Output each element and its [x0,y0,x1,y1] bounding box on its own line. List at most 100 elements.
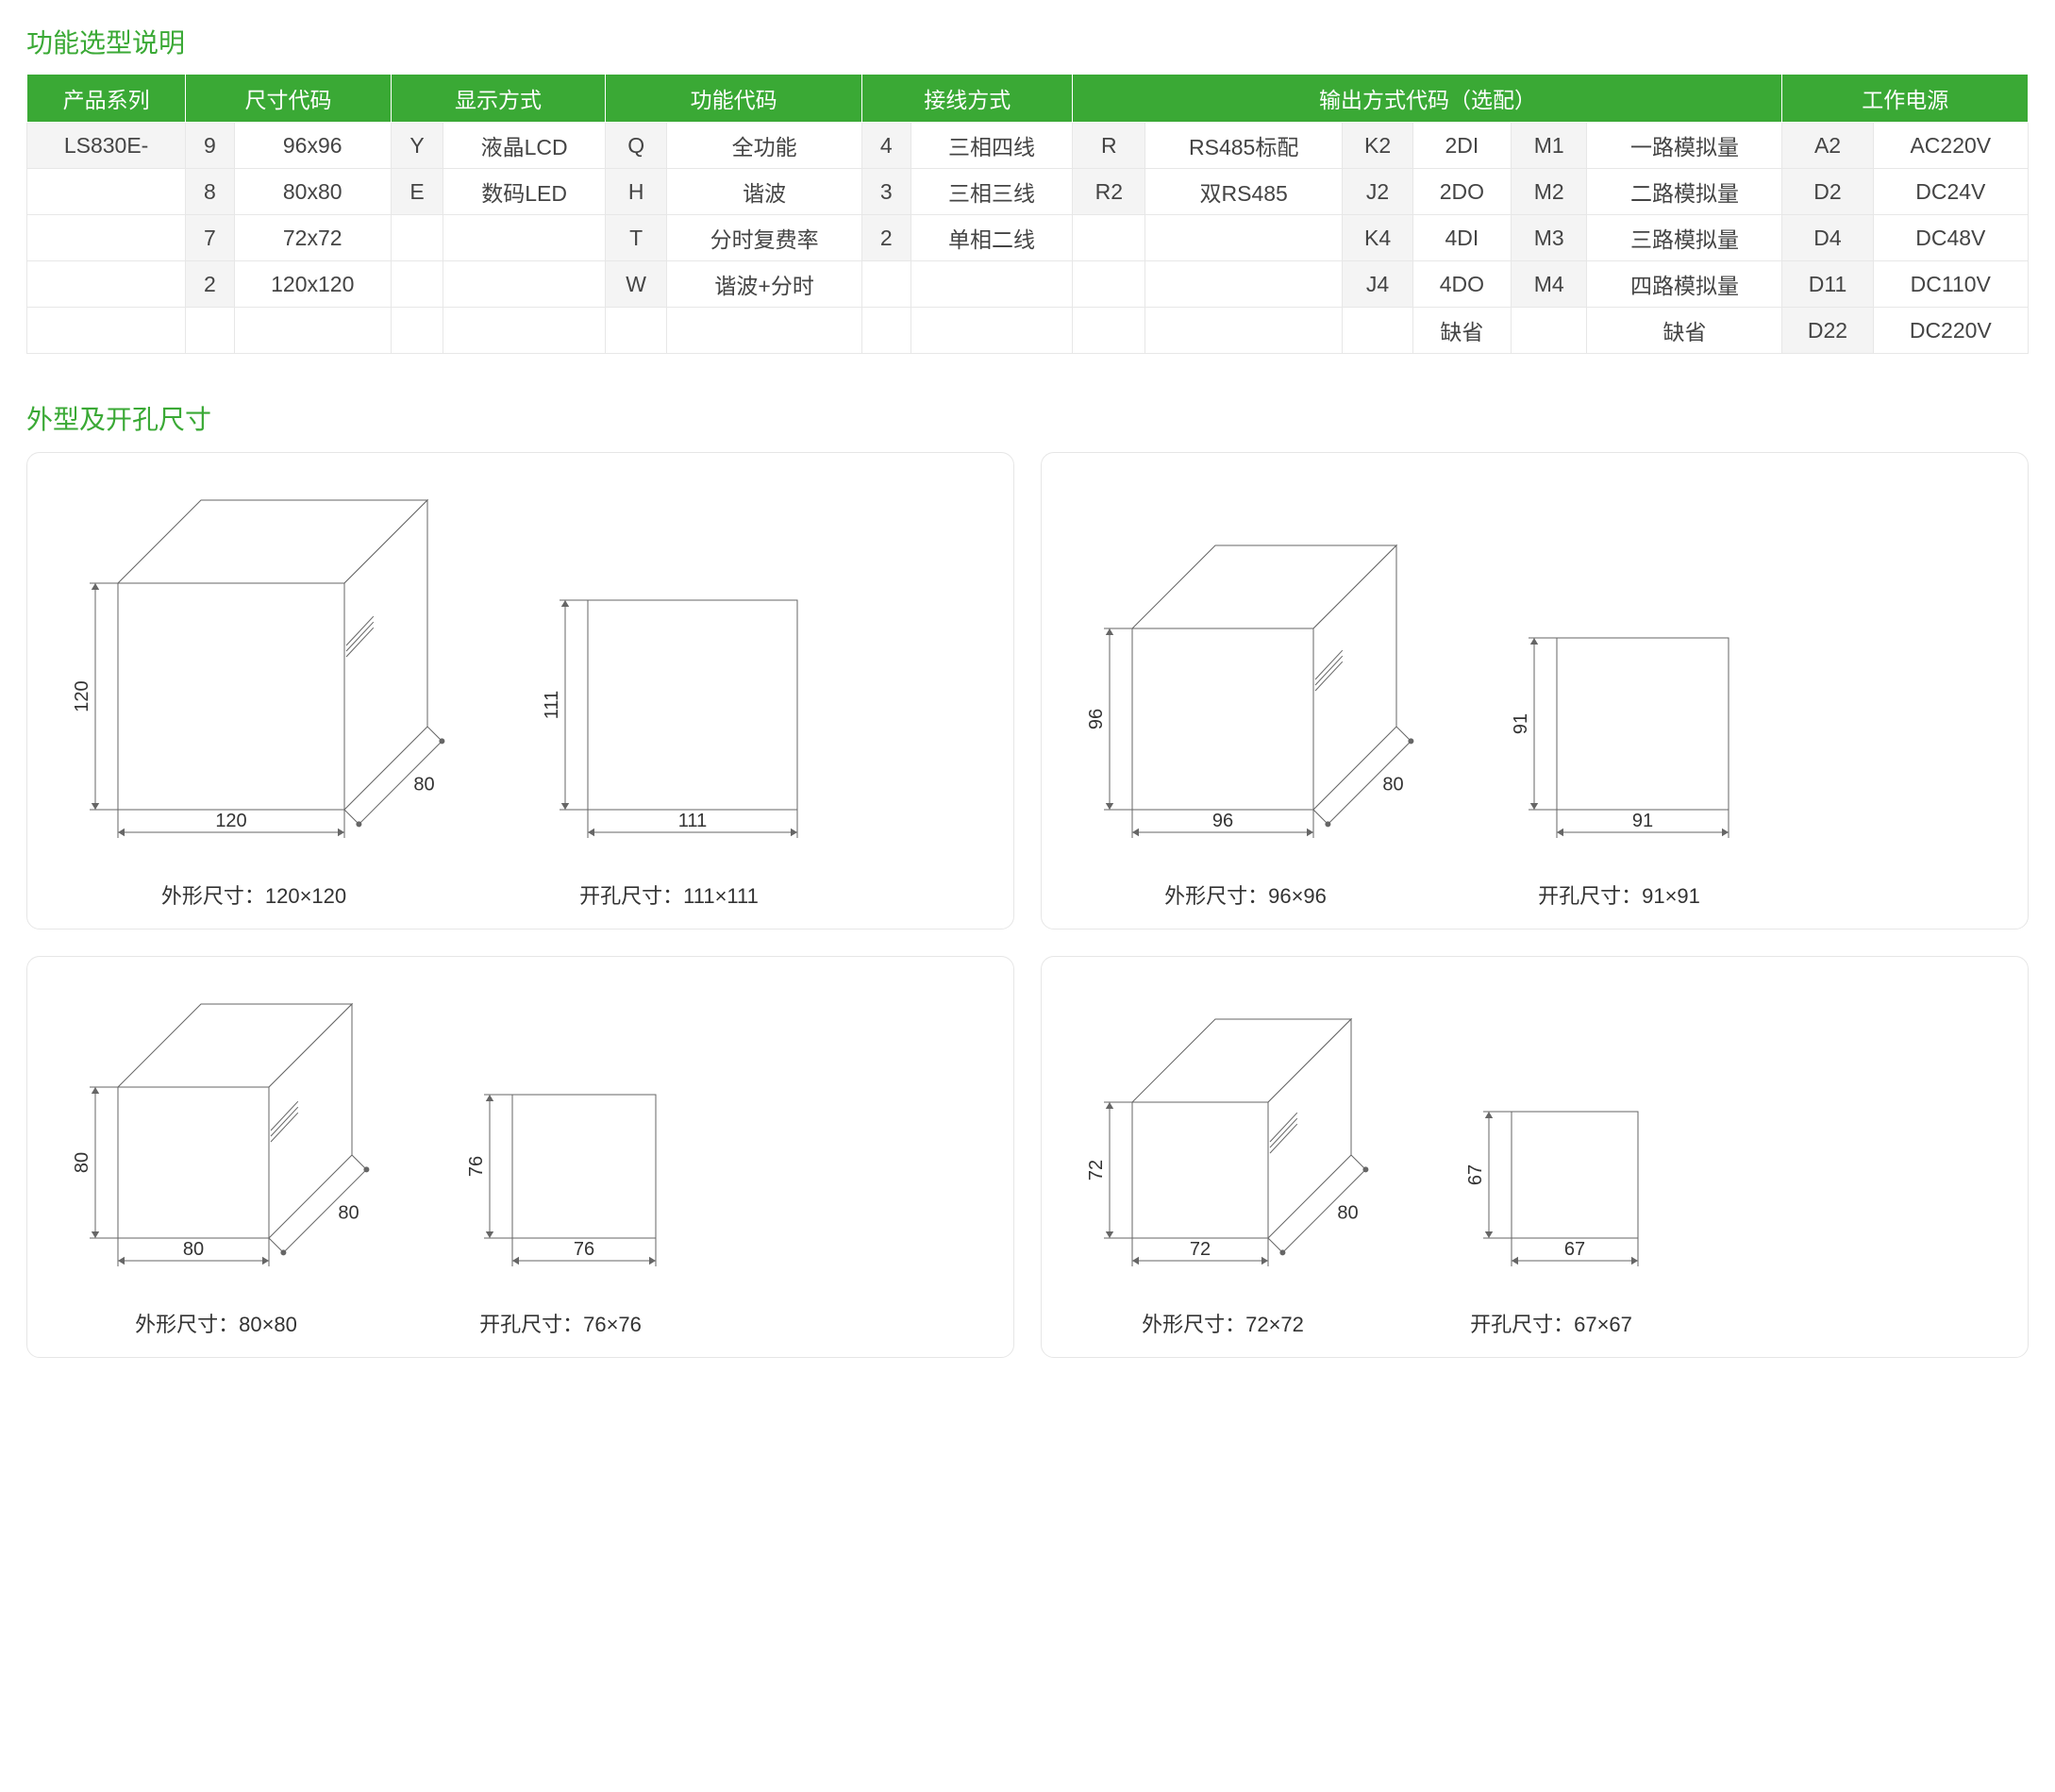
svg-text:80: 80 [338,1202,359,1223]
table-cell [1073,261,1145,308]
svg-text:111: 111 [678,811,707,831]
svg-text:80: 80 [1337,1202,1358,1223]
th-wiring: 接线方式 [862,75,1073,123]
table-cell: 三相三线 [911,169,1073,215]
svg-text:72: 72 [1190,1239,1211,1260]
table-cell [27,308,186,354]
table-cell: 缺省 [1412,308,1511,354]
table-cell [27,169,186,215]
table-cell [911,261,1073,308]
table-cell [27,215,186,261]
table-cell: Q [606,123,667,169]
outline-diagram: 12012080 外形尺寸：120×120 [61,481,446,910]
section2-title: 外型及开孔尺寸 [26,399,2029,437]
svg-text:111: 111 [542,691,562,719]
table-cell: T [606,215,667,261]
svg-text:72: 72 [1086,1160,1107,1181]
th-func: 功能代码 [606,75,862,123]
svg-text:80: 80 [1382,774,1403,795]
cut-diagram: 111 111 开孔尺寸：111×111 [531,581,807,910]
svg-text:80: 80 [413,774,434,795]
table-cell [443,215,606,261]
svg-text:96: 96 [1212,811,1233,831]
table-cell: 2DI [1412,123,1511,169]
table-cell: 120x120 [234,261,391,308]
table-cell [667,308,862,354]
table-cell [862,308,911,354]
table-cell: DC110V [1873,261,2028,308]
table-cell: 80x80 [234,169,391,215]
outline-label: 外形尺寸：80×80 [135,1308,297,1338]
diagram-panel: 808080 外形尺寸：80×807676 开孔尺寸：76×76 [26,956,1014,1358]
table-cell: Y [391,123,443,169]
svg-text:120: 120 [72,680,92,712]
diagram-panel: 96 96 80 外形尺寸：96×96 9191 开孔尺寸：91×91 [1041,452,2029,929]
table-cell: DC24V [1873,169,2028,215]
table-cell: 一路模拟量 [1587,123,1782,169]
svg-text:91: 91 [1632,811,1653,831]
th-series: 产品系列 [27,75,186,123]
section1-title: 功能选型说明 [26,23,2029,60]
table-cell: 4DI [1412,215,1511,261]
table-cell: 谐波 [667,169,862,215]
outline-diagram: 808080 外形尺寸：80×80 [61,985,371,1338]
table-cell [391,261,443,308]
svg-text:80: 80 [72,1152,92,1173]
table-cell: 7 [186,215,234,261]
table-cell: R2 [1073,169,1145,215]
table-cell: 3 [862,169,911,215]
table-cell: DC220V [1873,308,2028,354]
table-cell [1073,215,1145,261]
table-cell: 9 [186,123,234,169]
table-cell: 液晶LCD [443,123,606,169]
th-power: 工作电源 [1782,75,2029,123]
diagram-panel: 12012080 外形尺寸：120×120111111 开孔尺寸：111×111 [26,452,1014,929]
table-cell: AC220V [1873,123,2028,169]
table-cell: D22 [1782,308,1873,354]
table-cell: 4DO [1412,261,1511,308]
diagram-panel: 727280 外形尺寸：72×726767 开孔尺寸：67×67 [1041,956,2029,1358]
table-cell [1073,308,1145,354]
cut-label: 开孔尺寸：91×91 [1538,879,1700,910]
table-cell [391,308,443,354]
table-cell: A2 [1782,123,1873,169]
table-cell: K2 [1343,123,1413,169]
table-cell: 4 [862,123,911,169]
th-display: 显示方式 [391,75,605,123]
spec-table: 产品系列 尺寸代码 显示方式 功能代码 接线方式 输出方式代码（选配） 工作电源… [26,74,2029,354]
svg-text:96: 96 [1086,709,1107,729]
svg-text:67: 67 [1564,1239,1585,1260]
table-cell: H [606,169,667,215]
table-cell: R [1073,123,1145,169]
cut-label: 开孔尺寸：67×67 [1470,1308,1632,1338]
table-cell [862,261,911,308]
svg-text:76: 76 [574,1239,594,1260]
table-cell: D11 [1782,261,1873,308]
table-cell: 数码LED [443,169,606,215]
table-cell [606,308,667,354]
table-cell [1145,215,1343,261]
table-cell: 缺省 [1587,308,1782,354]
cut-diagram: 9191 开孔尺寸：91×91 [1500,619,1738,910]
cut-label: 开孔尺寸：111×111 [579,879,759,910]
outline-label: 外形尺寸：96×96 [1164,879,1327,910]
table-cell: 全功能 [667,123,862,169]
diagram-panels: 12012080 外形尺寸：120×120111111 开孔尺寸：111×111… [26,452,2029,1358]
table-cell: 单相二线 [911,215,1073,261]
cut-diagram: 6767 开孔尺寸：67×67 [1455,1093,1647,1338]
table-cell [443,308,606,354]
table-cell: 双RS485 [1145,169,1343,215]
svg-text:120: 120 [215,811,246,831]
table-cell: RS485标配 [1145,123,1343,169]
table-cell: 二路模拟量 [1587,169,1782,215]
table-cell: 谐波+分时 [667,261,862,308]
table-cell [1145,261,1343,308]
table-cell [1145,308,1343,354]
table-cell: 8 [186,169,234,215]
th-size: 尺寸代码 [186,75,392,123]
table-cell [234,308,391,354]
table-cell [391,215,443,261]
table-cell: LS830E- [27,123,186,169]
table-cell: E [391,169,443,215]
table-cell: 2 [186,261,234,308]
